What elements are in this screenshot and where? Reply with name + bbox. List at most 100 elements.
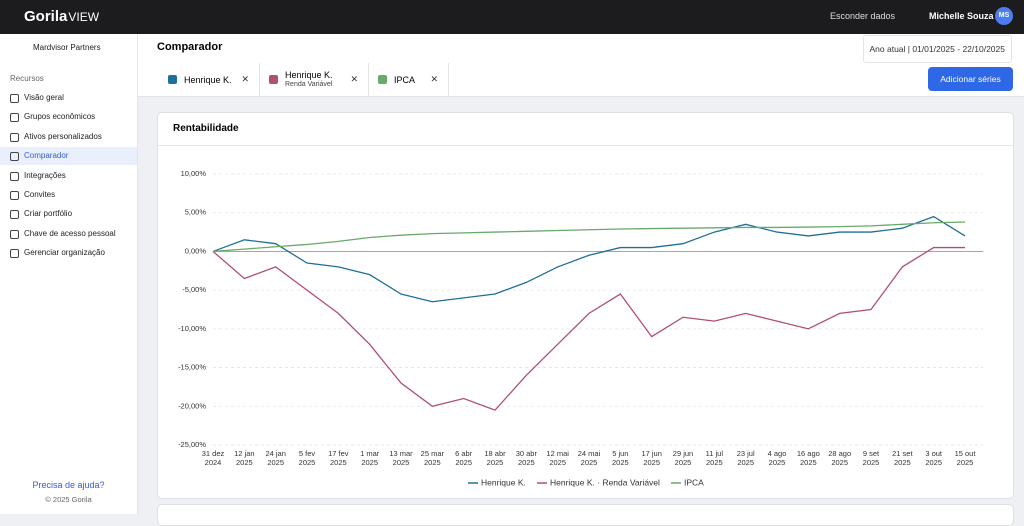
x-tick-label: 4 ago xyxy=(768,449,787,458)
nav-item[interactable]: Ativos personalizados xyxy=(0,128,137,146)
nav-item[interactable]: Integrações xyxy=(0,167,137,185)
x-tick-label: 24 mai xyxy=(578,449,601,458)
x-tick-label: 2025 xyxy=(643,458,660,467)
y-tick-label: -10,00% xyxy=(178,324,206,333)
chip-sublabel: Renda Variável xyxy=(285,81,333,88)
y-tick-label: 10,00% xyxy=(181,169,207,178)
legend-label: IPCA xyxy=(684,477,704,487)
x-tick-label: 2025 xyxy=(518,458,535,467)
chip-remove[interactable]: ✕ xyxy=(350,74,358,84)
series-line xyxy=(212,215,966,303)
x-tick-label: 2025 xyxy=(800,458,817,467)
chip-name: Henrique K. xyxy=(285,70,333,80)
x-tick-label: 17 jun xyxy=(641,449,661,458)
section-label: Recursos xyxy=(10,74,44,83)
y-tick-label: 0,00% xyxy=(185,246,207,255)
sidebar: Mardvisor Partners Recursos Precisa de a… xyxy=(0,34,138,514)
user-name[interactable]: Michelle Souza xyxy=(929,11,994,21)
series-line xyxy=(212,246,965,411)
x-tick-label: 29 jun xyxy=(673,449,693,458)
help-link[interactable]: Precisa de ajuda? xyxy=(32,480,105,490)
x-tick-label: 18 abr xyxy=(484,449,506,458)
avatar[interactable]: MS xyxy=(995,7,1013,25)
nav-item[interactable]: Gerenciar organização xyxy=(0,244,137,262)
y-tick-label: -20,00% xyxy=(178,401,206,410)
brand[interactable]: GorilaVIEW xyxy=(24,8,99,25)
brand-name: Gorila xyxy=(24,8,68,25)
nav-item[interactable]: Criar portfólio xyxy=(0,205,137,223)
x-tick-label: 16 ago xyxy=(797,449,820,458)
x-tick-label: 15 out xyxy=(955,449,977,458)
y-tick-label: -25,00% xyxy=(178,440,206,449)
add-series-button[interactable]: Adicionar séries xyxy=(928,67,1013,91)
x-tick-label: 2025 xyxy=(487,458,504,467)
chip-label: Henrique K. xyxy=(184,75,232,85)
x-tick-label: 2025 xyxy=(393,458,410,467)
nav-item[interactable]: Comparador xyxy=(0,147,137,166)
nav-label: Integrações xyxy=(24,170,66,180)
x-tick-label: 2025 xyxy=(957,458,974,467)
footer: © 2025 Gorila xyxy=(45,495,92,504)
chip-label: IPCA xyxy=(394,75,415,85)
nav-item[interactable]: Visão geral xyxy=(0,89,137,107)
x-tick-label: 5 jun xyxy=(612,449,628,458)
x-tick-label: 2025 xyxy=(863,458,880,467)
x-tick-label: 2025 xyxy=(330,458,347,467)
nav-label: Comparador xyxy=(24,151,69,161)
x-tick-label: 28 ago xyxy=(828,449,851,458)
x-tick-label: 2025 xyxy=(737,458,754,467)
legend-label: Henrique K. · Renda Variável xyxy=(550,477,660,487)
x-tick-label: 2025 xyxy=(361,458,378,467)
x-tick-label: 2025 xyxy=(299,458,316,467)
nav-label: Ativos personalizados xyxy=(24,131,102,141)
brand-suffix: VIEW xyxy=(68,10,100,24)
nav-label: Convites xyxy=(24,190,56,199)
x-tick-label: 30 abr xyxy=(516,449,538,458)
x-tick-label: 24 jan xyxy=(265,449,285,458)
divider xyxy=(158,145,1013,146)
x-tick-label: 2024 xyxy=(205,458,222,467)
x-tick-label: 2025 xyxy=(581,458,598,467)
x-tick-label: 31 dez xyxy=(202,449,225,458)
x-tick-label: 1 mar xyxy=(360,449,380,458)
nav-label: Gerenciar organização xyxy=(24,248,105,258)
x-tick-label: 11 jul xyxy=(706,449,724,458)
x-tick-label: 17 fev xyxy=(328,449,349,458)
chip-remove[interactable]: ✕ xyxy=(241,74,249,84)
x-tick-label: 2025 xyxy=(612,458,629,467)
nav-item[interactable]: Grupos econômicos xyxy=(0,108,137,126)
nav-item[interactable]: Chave de acesso pessoal xyxy=(0,225,137,243)
x-tick-label: 9 set xyxy=(863,449,880,458)
nav-label: Chave de acesso pessoal xyxy=(24,228,116,238)
x-tick-label: 2025 xyxy=(925,458,942,467)
x-tick-label: 23 jul xyxy=(737,449,755,458)
nav-item[interactable]: Convites xyxy=(0,186,137,204)
x-tick-label: 2025 xyxy=(236,458,253,467)
chart: -25,00% -20,00% -15,00% -10,00% -5,00% 0,00% 5… xyxy=(178,169,983,487)
chip-remove[interactable]: ✕ xyxy=(430,74,438,84)
series-chip[interactable]: Henrique K. Renda Variável ✕ xyxy=(259,63,369,96)
chip-label: Henrique K. Renda Variável xyxy=(285,70,333,90)
y-tick-label: 5,00% xyxy=(185,208,207,217)
x-tick-label: 5 fev xyxy=(299,449,316,458)
x-tick-label: 12 jan xyxy=(234,449,254,458)
series-line xyxy=(212,221,966,253)
x-tick-label: 2025 xyxy=(424,458,441,467)
hide-data[interactable]: Esconder dados xyxy=(830,11,896,21)
period-selector[interactable]: Ano atual | 01/01/2025 - 22/10/2025 xyxy=(862,35,1012,63)
x-tick-label: 6 abr xyxy=(455,449,473,458)
nav-label: Criar portfólio xyxy=(24,209,73,219)
series-chip[interactable]: Henrique K. ✕ xyxy=(158,63,260,96)
x-tick-label: 2025 xyxy=(675,458,692,467)
x-tick-label: 2025 xyxy=(267,458,284,467)
legend-label: Henrique K. xyxy=(481,477,526,487)
x-tick-label: 2025 xyxy=(549,458,566,467)
series-chip[interactable]: IPCA ✕ xyxy=(368,63,449,96)
x-tick-label: 13 mar xyxy=(389,449,413,458)
header: Comparador Ano atual | 01/01/2025 - 22/1… xyxy=(138,34,1024,97)
org-selector[interactable]: Mardvisor Partners xyxy=(33,43,101,52)
chart-title: Rentabilidade xyxy=(173,123,239,134)
next-card xyxy=(157,504,1014,526)
topbar: GorilaVIEW Esconder dados Michelle Souza… xyxy=(0,0,1024,34)
